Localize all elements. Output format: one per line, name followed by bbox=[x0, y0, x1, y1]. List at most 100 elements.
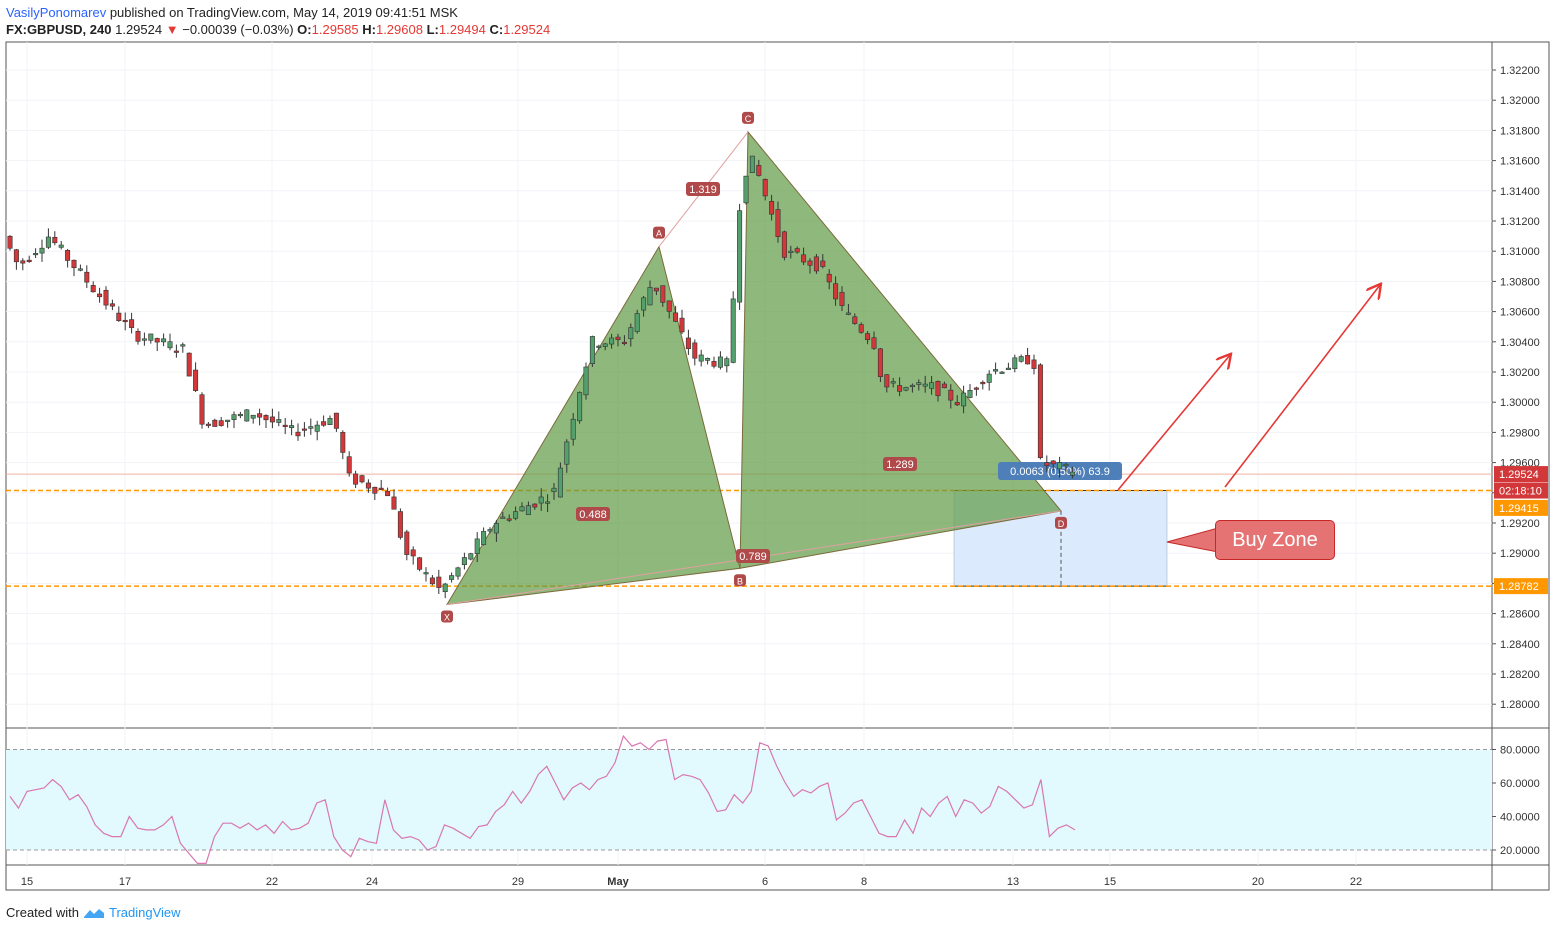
candle-body bbox=[77, 268, 83, 271]
last-price: 1.29524 bbox=[115, 22, 163, 37]
published-text: published on TradingView.com, May 14, 20… bbox=[109, 5, 458, 20]
candle-body bbox=[340, 432, 346, 453]
candle-body bbox=[532, 503, 538, 508]
price-badge bbox=[1494, 499, 1548, 516]
candle-body bbox=[922, 383, 928, 387]
candle-body bbox=[621, 341, 627, 345]
candle-body bbox=[634, 313, 640, 332]
candle-body bbox=[1069, 471, 1075, 476]
candle-body bbox=[692, 342, 698, 359]
candle-body bbox=[321, 421, 327, 426]
candle-body bbox=[833, 283, 839, 300]
point-label-c: C bbox=[745, 114, 752, 124]
ratio-badge bbox=[736, 549, 770, 563]
close-value: 1.29524 bbox=[503, 22, 551, 37]
price-tick-label: 1.30200 bbox=[1500, 367, 1540, 379]
ratio-label: 1.319 bbox=[689, 184, 717, 196]
candle-body bbox=[941, 383, 947, 389]
candle-body bbox=[308, 426, 314, 429]
candle-body bbox=[948, 389, 954, 401]
candle-body bbox=[378, 487, 384, 490]
candle-body bbox=[775, 209, 781, 237]
created-with-label: Created with bbox=[6, 905, 79, 920]
candle-body bbox=[1050, 460, 1056, 465]
rsi-line bbox=[9, 734, 1076, 865]
candle-body bbox=[730, 298, 736, 363]
date-tick-label: 20 bbox=[1252, 876, 1264, 888]
pattern-triangle-bcd bbox=[739, 130, 1062, 569]
candle-body bbox=[749, 155, 755, 173]
date-tick-label: 15 bbox=[21, 876, 33, 888]
candle-body bbox=[1005, 367, 1011, 370]
price-badge-label: 1.29415 bbox=[1499, 503, 1539, 515]
date-tick-label: May bbox=[607, 876, 629, 888]
buy-zone-callout[interactable]: Buy Zone bbox=[1215, 520, 1335, 560]
price-tick-label: 1.31000 bbox=[1500, 246, 1540, 258]
candle-body bbox=[973, 387, 979, 390]
candle-body bbox=[1018, 356, 1024, 362]
candle-body bbox=[967, 389, 973, 398]
price-axis[interactable]: 1.32200 1.32000 1.31800 1.31600 1.31400 1.312… bbox=[1492, 65, 1540, 711]
candle-body bbox=[314, 424, 320, 432]
date-tick-label: 15 bbox=[1104, 876, 1116, 888]
point-label-a: A bbox=[656, 229, 662, 239]
candle-body bbox=[929, 382, 935, 389]
price-tick-label: 1.29000 bbox=[1500, 548, 1540, 560]
candle-body bbox=[653, 287, 659, 292]
symbol-info: FX:GBPUSD, 240 1.29524 ▼ −0.00039 (−0.03… bbox=[6, 22, 550, 37]
callout-pointer bbox=[1166, 527, 1219, 553]
candle-body bbox=[231, 414, 237, 420]
candle-body bbox=[250, 414, 256, 419]
candle-body bbox=[212, 419, 218, 427]
date-tick-label: 22 bbox=[266, 876, 278, 888]
rsi-tick-label: 60.0000 bbox=[1500, 778, 1540, 790]
candle-body bbox=[762, 178, 768, 197]
candle-body bbox=[724, 358, 730, 367]
candle-body bbox=[103, 289, 109, 306]
price-badge bbox=[1494, 482, 1548, 499]
candle-body bbox=[180, 344, 186, 347]
candle-body bbox=[33, 253, 39, 256]
candle-body bbox=[474, 538, 480, 555]
candle-body bbox=[647, 287, 653, 306]
price-tick-label: 1.28000 bbox=[1500, 699, 1540, 711]
candle-body bbox=[935, 381, 941, 397]
candle-body bbox=[404, 531, 410, 555]
candle-body bbox=[276, 419, 282, 423]
price-tick-label: 1.30400 bbox=[1500, 337, 1540, 349]
candle-body bbox=[161, 338, 167, 343]
candle-body bbox=[244, 409, 250, 422]
candle-body bbox=[711, 361, 717, 367]
point-label-x: X bbox=[444, 613, 450, 623]
candle-body bbox=[122, 319, 128, 323]
candle-body bbox=[346, 456, 352, 474]
candle-body bbox=[557, 467, 563, 498]
candle-body bbox=[852, 316, 858, 324]
pattern-triangle-xab bbox=[446, 245, 741, 606]
tradingview-brand[interactable]: TradingView bbox=[108, 905, 181, 920]
candle-body bbox=[365, 482, 371, 489]
candle-body bbox=[436, 576, 442, 588]
candle-body bbox=[954, 402, 960, 406]
candle-body bbox=[225, 419, 231, 422]
candle-body bbox=[986, 373, 992, 383]
grid-lines bbox=[6, 42, 1492, 865]
candle-body bbox=[871, 337, 877, 349]
time-axis[interactable]: 15 17 22 24 29 May 6 8 13 15 20 22 bbox=[21, 876, 1362, 888]
candle-body bbox=[26, 259, 32, 262]
chart-frame bbox=[5, 41, 1550, 891]
candle-body bbox=[199, 394, 205, 425]
candle-body bbox=[45, 236, 51, 248]
candle-body bbox=[481, 531, 487, 545]
candle-body bbox=[141, 338, 147, 341]
open-value: 1.29585 bbox=[311, 22, 359, 37]
high-label: H: bbox=[362, 22, 376, 37]
author-link[interactable]: VasilyPonomarev bbox=[6, 5, 107, 20]
price-badge-label: 1.29524 bbox=[1499, 469, 1539, 481]
ratio-badge bbox=[686, 182, 720, 196]
candles bbox=[7, 155, 1075, 599]
candle-body bbox=[71, 259, 77, 269]
price-tick-label: 1.28400 bbox=[1500, 639, 1540, 651]
